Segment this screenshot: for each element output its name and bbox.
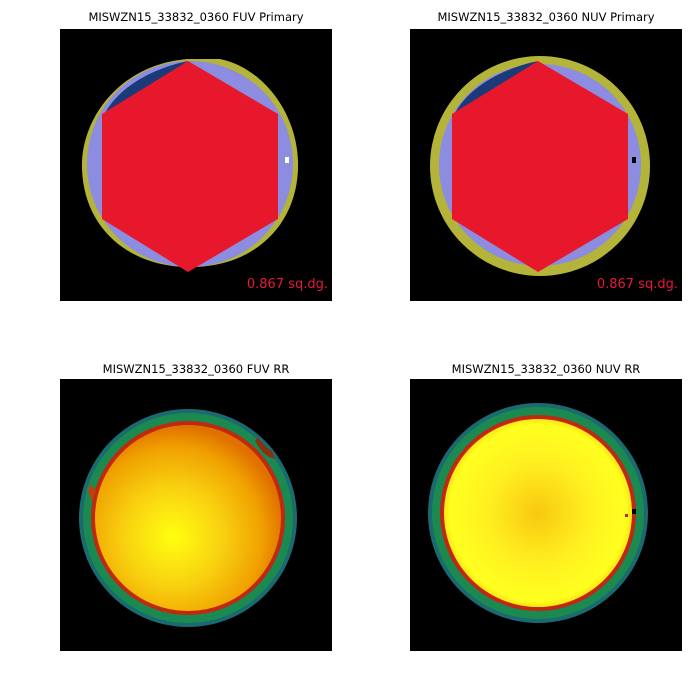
fuv-primary-coverage-map: [60, 29, 332, 301]
dark-spot: [632, 509, 636, 514]
response-disc: [95, 425, 281, 611]
area-label: 0.867 sq.dg.: [246, 277, 328, 292]
gap-mark: [285, 157, 289, 163]
image-frame: [60, 379, 332, 651]
panel-title: MISWZN15_33832_0360 FUV Primary: [88, 10, 304, 24]
notch: [255, 437, 275, 459]
fuv-relative-response-map: [60, 379, 332, 651]
image-frame: [410, 379, 682, 651]
hexagon-region: [102, 61, 278, 272]
panel-title: MISWZN15_33832_0360 NUV RR: [451, 362, 641, 376]
red-spot: [625, 514, 628, 517]
nuv-primary-coverage-map: [410, 29, 682, 301]
panel-nuv-rr: MISWZN15_33832_0360 NUV RR: [410, 362, 682, 654]
nuv-relative-response-map: [410, 379, 682, 651]
panel-title: MISWZN15_33832_0360 FUV RR: [102, 362, 290, 376]
response-disc: [444, 419, 632, 607]
hexagon-region: [452, 61, 628, 272]
panel-fuv-primary: MISWZN15_33832_0360 FUV Primary 0.867 sq…: [60, 10, 332, 302]
image-frame: [410, 29, 682, 301]
area-label: 0.867 sq.dg.: [596, 277, 678, 292]
panel-fuv-rr: MISWZN15_33832_0360 FUV RR: [60, 362, 332, 654]
gap-mark: [632, 157, 636, 163]
left-edge-artifact: [88, 484, 96, 501]
panel-title: MISWZN15_33832_0360 NUV Primary: [437, 10, 655, 24]
panel-nuv-primary: MISWZN15_33832_0360 NUV Primary 0.867 sq…: [410, 10, 682, 302]
image-frame: [60, 29, 332, 301]
